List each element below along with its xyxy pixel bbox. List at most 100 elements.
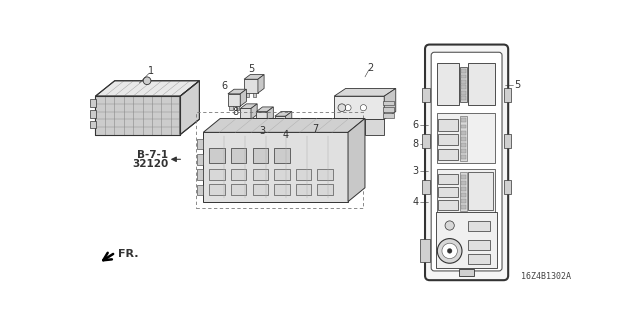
Bar bbox=[282, 127, 285, 131]
Bar bbox=[438, 174, 458, 184]
Polygon shape bbox=[204, 132, 348, 202]
Text: 6: 6 bbox=[413, 120, 419, 130]
Bar bbox=[296, 184, 311, 196]
Polygon shape bbox=[334, 96, 384, 119]
Polygon shape bbox=[95, 96, 180, 135]
Polygon shape bbox=[251, 104, 257, 119]
Bar bbox=[253, 148, 268, 163]
Bar bbox=[504, 134, 511, 148]
Bar bbox=[274, 184, 289, 196]
Bar bbox=[437, 63, 459, 105]
Polygon shape bbox=[365, 119, 384, 135]
Circle shape bbox=[314, 118, 323, 128]
Bar bbox=[197, 185, 204, 196]
Circle shape bbox=[143, 77, 151, 84]
Polygon shape bbox=[244, 79, 258, 93]
Polygon shape bbox=[348, 118, 365, 202]
Bar bbox=[438, 187, 458, 197]
Circle shape bbox=[442, 243, 458, 259]
Polygon shape bbox=[267, 107, 273, 122]
Bar bbox=[461, 193, 466, 197]
Bar bbox=[236, 106, 239, 110]
Bar bbox=[209, 184, 225, 196]
Bar bbox=[209, 169, 225, 180]
Bar bbox=[296, 169, 311, 180]
Bar bbox=[274, 169, 289, 180]
Bar bbox=[437, 169, 495, 213]
Circle shape bbox=[447, 249, 452, 253]
Bar bbox=[231, 169, 246, 180]
Bar bbox=[246, 93, 250, 97]
Bar bbox=[197, 139, 204, 149]
Polygon shape bbox=[384, 88, 396, 119]
Bar bbox=[461, 69, 466, 73]
Bar bbox=[461, 137, 466, 141]
Bar bbox=[438, 148, 458, 160]
Text: 8: 8 bbox=[413, 139, 419, 149]
Bar bbox=[230, 106, 232, 110]
Text: 5: 5 bbox=[515, 80, 520, 90]
Polygon shape bbox=[334, 88, 396, 96]
Bar bbox=[461, 91, 466, 95]
Text: 3: 3 bbox=[413, 166, 419, 176]
Text: 5: 5 bbox=[248, 64, 254, 74]
Bar bbox=[241, 119, 244, 123]
Polygon shape bbox=[244, 75, 264, 79]
Bar bbox=[461, 96, 466, 100]
Bar bbox=[461, 131, 466, 135]
Bar bbox=[317, 169, 333, 180]
Text: 4: 4 bbox=[283, 130, 289, 140]
Text: 8: 8 bbox=[232, 107, 239, 116]
Bar bbox=[437, 113, 495, 163]
Bar bbox=[460, 172, 467, 211]
Bar bbox=[436, 212, 497, 268]
Circle shape bbox=[360, 105, 367, 111]
Bar bbox=[196, 112, 364, 208]
FancyBboxPatch shape bbox=[425, 44, 508, 280]
Bar bbox=[420, 239, 429, 262]
Bar bbox=[253, 93, 255, 97]
Text: B-7-1: B-7-1 bbox=[138, 150, 168, 160]
Bar bbox=[276, 127, 279, 131]
Circle shape bbox=[338, 104, 346, 112]
Bar bbox=[461, 175, 466, 179]
Bar bbox=[197, 169, 204, 180]
Bar bbox=[90, 121, 96, 129]
Circle shape bbox=[445, 221, 454, 230]
Bar bbox=[461, 143, 466, 147]
Text: FR.: FR. bbox=[118, 249, 138, 259]
Bar bbox=[468, 240, 490, 250]
Polygon shape bbox=[228, 89, 246, 94]
Bar bbox=[504, 180, 511, 194]
Bar bbox=[383, 113, 394, 118]
Polygon shape bbox=[204, 118, 365, 132]
Bar bbox=[461, 187, 466, 191]
Bar bbox=[460, 67, 467, 101]
Polygon shape bbox=[257, 112, 267, 122]
Text: 16Z4B1302A: 16Z4B1302A bbox=[520, 272, 570, 281]
Bar bbox=[459, 269, 474, 276]
Polygon shape bbox=[240, 89, 246, 106]
Bar bbox=[461, 149, 466, 153]
Polygon shape bbox=[285, 112, 292, 127]
Bar bbox=[247, 119, 250, 123]
Bar bbox=[231, 184, 246, 196]
Bar bbox=[90, 110, 96, 118]
Text: 2: 2 bbox=[367, 63, 374, 73]
Bar bbox=[438, 134, 458, 145]
Text: 1: 1 bbox=[148, 66, 154, 76]
Bar bbox=[504, 88, 511, 101]
Bar bbox=[468, 221, 490, 231]
Polygon shape bbox=[275, 116, 285, 127]
Bar bbox=[461, 124, 466, 129]
Bar bbox=[263, 122, 266, 126]
Bar bbox=[422, 134, 429, 148]
Polygon shape bbox=[240, 104, 257, 108]
Bar bbox=[460, 116, 467, 161]
Text: 3: 3 bbox=[259, 126, 266, 136]
Bar bbox=[461, 75, 466, 78]
Bar bbox=[461, 80, 466, 84]
Bar bbox=[231, 148, 246, 163]
Bar bbox=[209, 148, 225, 163]
Bar bbox=[257, 122, 260, 126]
